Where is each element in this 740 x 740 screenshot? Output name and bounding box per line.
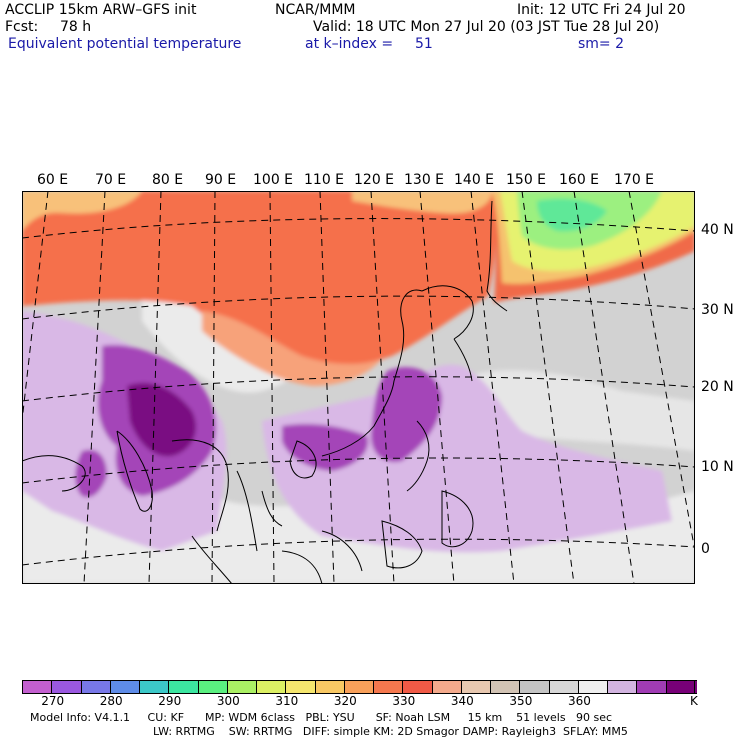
smooth-label: sm= 2 — [578, 36, 625, 52]
colorbar-tick-label: 330 — [392, 694, 416, 708]
colorbar-swatch — [577, 680, 609, 694]
lat-label: 30 N — [701, 302, 734, 318]
lon-label: 170 E — [614, 172, 655, 188]
theta-e-warm-band — [22, 191, 497, 368]
colorbar-tick-label: 280 — [99, 694, 123, 708]
colorbar-swatch — [168, 680, 200, 694]
colorbar-swatch — [80, 680, 112, 694]
theta-e-warm-band — [352, 191, 492, 214]
init-time: Init: 12 UTC Fri 24 Jul 20 — [517, 2, 686, 18]
colorbar-tick-label: 270 — [41, 694, 65, 708]
colorbar-tick-label: 310 — [275, 694, 299, 708]
colorbar-swatch — [665, 680, 697, 694]
coastlines — [22, 200, 508, 584]
colorbar-swatch — [109, 680, 141, 694]
colorbar-swatch — [51, 680, 83, 694]
map-panel — [22, 191, 695, 584]
lon-label: 80 E — [152, 172, 184, 188]
colorbar-tick-label: 350 — [509, 694, 533, 708]
colorbar-swatch — [460, 680, 492, 694]
lat-label: 20 N — [701, 379, 734, 395]
colorbar-swatch — [519, 680, 551, 694]
theta-e-high-area — [371, 367, 442, 462]
colorbar-tick-label: 300 — [216, 694, 240, 708]
fcst-label: Fcst: — [5, 19, 39, 35]
colorbar-end — [694, 680, 695, 694]
level-value: 51 — [415, 36, 433, 52]
colorbar-swatch — [548, 680, 580, 694]
theta-e-cold-air — [537, 198, 607, 232]
colorbar-swatch — [607, 680, 639, 694]
lon-label: 160 E — [559, 172, 600, 188]
lon-label: 150 E — [506, 172, 547, 188]
colorbar-swatch — [373, 680, 405, 694]
colorbar-swatch — [256, 680, 288, 694]
lon-label: 100 E — [253, 172, 294, 188]
colorbar-swatch — [431, 680, 463, 694]
colorbar-swatch — [402, 680, 434, 694]
colorbar-swatch — [285, 680, 317, 694]
theta-e-high-area — [127, 382, 196, 457]
level-label: at k–index = — [305, 36, 394, 52]
valid-time: Valid: 18 UTC Mon 27 Jul 20 (03 JST Tue … — [313, 19, 660, 35]
colorbar-tick-label: 320 — [333, 694, 357, 708]
colorbar-tick-label: 290 — [158, 694, 182, 708]
field-name: Equivalent potential temperature — [8, 36, 242, 52]
org-label: NCAR/MMM — [275, 2, 356, 18]
fcst-value: 78 h — [60, 19, 92, 35]
lon-label: 110 E — [304, 172, 345, 188]
colorbar-swatch — [139, 680, 171, 694]
colorbar-swatch — [197, 680, 229, 694]
theta-e-high-area — [75, 449, 107, 498]
colorbar-tick-label: 340 — [450, 694, 474, 708]
lon-label: 140 E — [454, 172, 495, 188]
lat-label: 0 — [701, 541, 710, 557]
lon-label: 120 E — [354, 172, 395, 188]
colorbar-swatch — [226, 680, 258, 694]
colorbar-swatch — [636, 680, 668, 694]
theta-e-warm-band — [202, 311, 382, 386]
lon-label: 60 E — [37, 172, 69, 188]
colorbar-unit: K — [690, 694, 698, 708]
lat-label: 10 N — [701, 459, 734, 475]
model-info: Model Info: V4.1.1 CU: KF MP: WDM 6class… — [30, 711, 613, 724]
physics-info: LW: RRTMG SW: RRTMG DIFF: simple KM: 2D … — [153, 725, 628, 738]
map-frame — [22, 191, 695, 584]
colorbar-swatch — [22, 680, 53, 694]
lat-label: 40 N — [701, 222, 734, 238]
colorbar-swatch — [490, 680, 522, 694]
theta-e-warm-band — [22, 191, 142, 231]
graticule — [22, 191, 695, 584]
colorbar-tick-label: 360 — [567, 694, 591, 708]
model-title: ACCLIP 15km ARW–GFS init — [5, 2, 197, 18]
lon-label: 70 E — [95, 172, 127, 188]
colorbar — [22, 680, 697, 694]
lon-label: 130 E — [404, 172, 445, 188]
lon-label: 90 E — [205, 172, 237, 188]
colorbar-swatch — [343, 680, 375, 694]
colorbar-swatch — [314, 680, 346, 694]
